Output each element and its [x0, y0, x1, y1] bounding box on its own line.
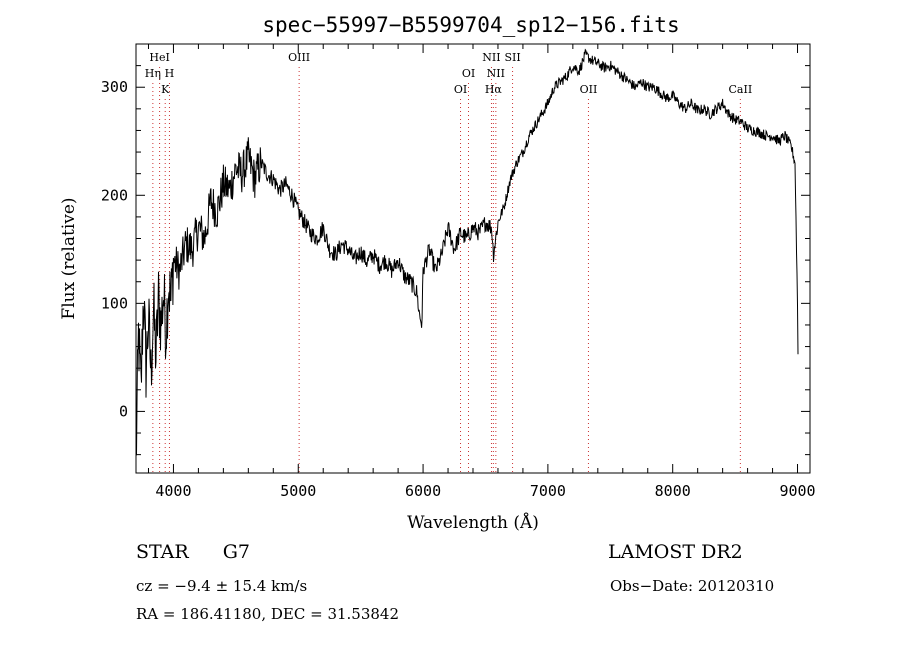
observation-date: Obs−Date: 20120310 [610, 577, 775, 595]
x-tick-label: 7000 [530, 482, 566, 500]
spectral-line-label: Hη [145, 67, 161, 80]
spectral-line-label: NII [482, 51, 500, 64]
spectral-line-label: NII [487, 67, 505, 80]
object-class: STAR G7 [136, 541, 250, 563]
x-tick-label: 8000 [655, 482, 691, 500]
spectral-line-label: HeI [149, 51, 169, 64]
plot-frame [135, 43, 811, 474]
x-tick-label: 9000 [779, 482, 815, 500]
x-tick-label: 6000 [405, 482, 441, 500]
y-tick-label: 300 [101, 78, 128, 96]
spectral-line-label: K [161, 83, 170, 96]
y-tick-label: 200 [101, 186, 128, 204]
coordinates: RA = 186.41180, DEC = 31.53842 [136, 605, 400, 623]
class-text: STAR [136, 541, 189, 563]
x-tick-label: 5000 [280, 482, 316, 500]
spectrum-series-line [135, 48, 799, 456]
spectral-line-label: CaII [729, 83, 753, 96]
y-tick-label: 100 [101, 294, 128, 312]
axes: 4000 5000 6000 7000 8000 9000 0 100 200 300 [101, 43, 816, 500]
y-axis-label: Flux (relative) [59, 197, 79, 319]
spectral-line-markers: HeI Hη HK OIII OI OI NII NII Hα SII OII CaII [145, 51, 752, 473]
spectral-line-label: H [165, 67, 175, 80]
survey-name: LAMOST DR2 [608, 541, 743, 563]
redshift-cz: cz = −9.4 ± 15.4 km/s [136, 577, 308, 595]
spectral-line-label: OII [580, 83, 598, 96]
spectral-line-label: Hα [485, 83, 503, 96]
spectral-line-label: SII [504, 51, 520, 64]
subclass-text: G7 [222, 541, 250, 563]
x-axis-label: Wavelength (Å) [407, 512, 539, 533]
y-tick-label: 0 [119, 402, 128, 420]
spectral-line-label: OI [462, 67, 475, 80]
spectral-line-label: OIII [288, 51, 310, 64]
chart-title: spec−55997−B5599704_sp12−156.fits [262, 13, 679, 37]
x-tick-label: 4000 [155, 482, 191, 500]
spectral-line-label: OI [454, 83, 467, 96]
